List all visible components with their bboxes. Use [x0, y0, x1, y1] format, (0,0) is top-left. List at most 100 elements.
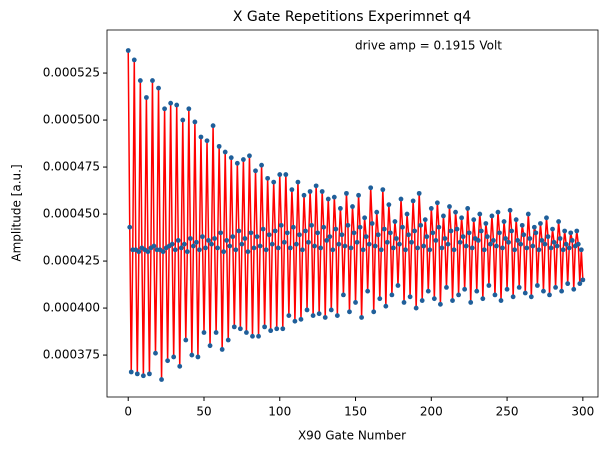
- data-point: [268, 328, 274, 334]
- data-point: [237, 326, 243, 332]
- data-point: [284, 230, 290, 236]
- data-point: [283, 172, 289, 177]
- data-point: [548, 245, 554, 251]
- data-point: [309, 222, 314, 228]
- data-point: [140, 373, 146, 379]
- data-point: [542, 241, 548, 247]
- data-point: [144, 95, 149, 100]
- data-point: [242, 236, 248, 241]
- data-point: [395, 283, 401, 288]
- data-point: [495, 209, 501, 215]
- data-point: [221, 249, 227, 255]
- data-point: [128, 369, 134, 375]
- data-point: [194, 239, 199, 245]
- data-point: [301, 192, 307, 198]
- data-point: [551, 239, 557, 245]
- data-point: [190, 243, 196, 249]
- data-point: [195, 354, 201, 360]
- data-point: [580, 277, 586, 283]
- data-point: [312, 243, 318, 249]
- data-point: [321, 224, 327, 230]
- data-point: [392, 219, 398, 224]
- data-point: [434, 200, 440, 206]
- data-point: [353, 300, 358, 305]
- data-point: [345, 222, 351, 228]
- data-point: [478, 228, 484, 234]
- data-point: [436, 224, 442, 230]
- data-point: [512, 247, 518, 253]
- data-point: [507, 207, 513, 213]
- data-point: [331, 194, 337, 200]
- data-point: [213, 330, 219, 335]
- data-point: [363, 234, 369, 240]
- data-point: [375, 232, 381, 238]
- data-point: [145, 249, 151, 255]
- data-point: [521, 232, 527, 238]
- data-point: [483, 221, 489, 226]
- data-line: [127, 50, 584, 380]
- data-point: [201, 330, 207, 335]
- data-point: [233, 247, 239, 253]
- data-point: [228, 155, 234, 161]
- data-point: [509, 228, 515, 234]
- data-point: [437, 301, 443, 307]
- data-point: [528, 294, 534, 300]
- data-point: [341, 292, 346, 298]
- data-point: [372, 243, 378, 249]
- data-point: [530, 243, 536, 249]
- data-point: [347, 309, 352, 315]
- data-point: [278, 222, 284, 228]
- data-point: [198, 134, 204, 140]
- data-point: [333, 226, 339, 232]
- y-axis-label: Amplitude [a.u.]: [10, 164, 24, 261]
- data-point: [569, 237, 575, 243]
- data-point: [362, 215, 368, 221]
- data-point: [378, 247, 384, 253]
- data-point: [516, 284, 522, 290]
- data-point: [257, 243, 263, 249]
- data-point: [410, 198, 416, 204]
- data-point: [368, 185, 374, 191]
- data-point: [162, 106, 167, 112]
- data-point: [260, 226, 266, 232]
- data-point: [444, 284, 449, 290]
- data-point: [424, 234, 430, 240]
- data-point: [442, 236, 448, 241]
- data-point: [295, 179, 301, 185]
- data-point: [559, 288, 565, 294]
- data-point: [519, 222, 525, 228]
- data-point: [169, 241, 175, 247]
- data-point: [469, 245, 475, 251]
- data-point: [380, 187, 386, 193]
- data-point: [177, 363, 183, 369]
- data-point: [281, 239, 287, 245]
- data-point: [171, 354, 177, 360]
- data-point: [277, 172, 283, 177]
- data-point: [445, 241, 451, 247]
- data-point: [174, 102, 180, 108]
- data-point: [263, 247, 269, 253]
- data-point: [504, 286, 510, 292]
- data-point: [304, 307, 310, 313]
- data-point: [307, 189, 313, 194]
- data-point: [557, 236, 563, 241]
- data-point: [431, 296, 437, 302]
- data-point: [522, 290, 528, 296]
- data-point: [409, 239, 415, 245]
- data-point: [394, 236, 399, 241]
- data-point: [337, 206, 343, 211]
- data-point: [269, 241, 275, 247]
- data-point: [453, 209, 458, 215]
- data-point: [212, 236, 217, 241]
- data-point: [497, 230, 502, 236]
- data-point: [553, 284, 558, 290]
- data-point: [525, 211, 531, 217]
- data-point: [181, 241, 187, 247]
- data-point: [316, 311, 322, 317]
- data-point: [565, 281, 571, 287]
- data-point: [240, 157, 246, 162]
- data-point: [203, 245, 208, 251]
- data-point: [298, 316, 304, 322]
- data-point: [571, 286, 577, 292]
- data-point: [578, 247, 584, 253]
